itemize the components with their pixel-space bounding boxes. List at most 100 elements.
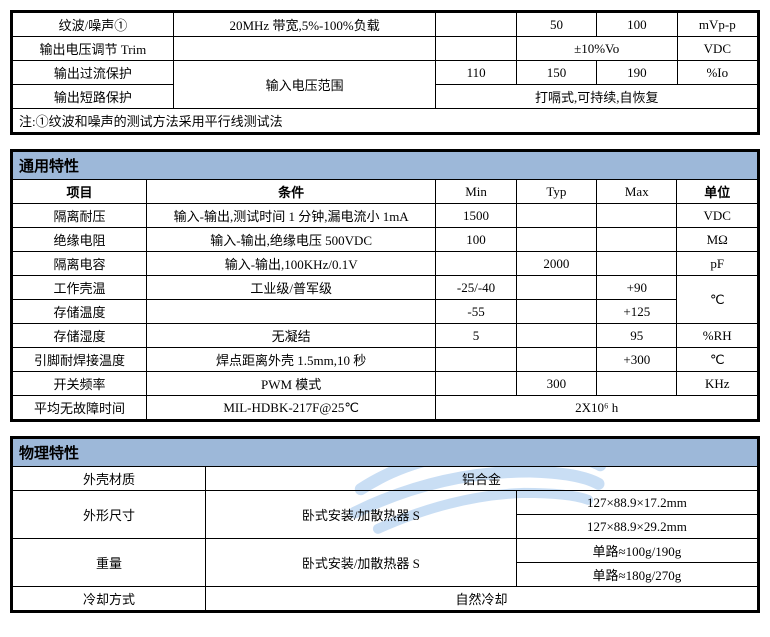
cell: KHz <box>677 372 758 396</box>
cell: 存储温度 <box>13 300 147 324</box>
col-header: 项目 <box>13 180 147 204</box>
cell: 冷却方式 <box>13 587 206 611</box>
cell: pF <box>677 252 758 276</box>
cell: 外壳材质 <box>13 467 206 491</box>
col-header: 条件 <box>146 180 435 204</box>
cell: -55 <box>436 300 516 324</box>
cell: 铝合金 <box>205 467 757 491</box>
cell: 外形尺寸 <box>13 491 206 539</box>
cell: 无凝结 <box>146 324 435 348</box>
cell: 输入-输出,绝缘电压 500VDC <box>146 228 435 252</box>
table-row: 引脚耐焊接温度 焊点距离外壳 1.5mm,10 秒 +300 ℃ <box>13 348 758 372</box>
cell <box>436 37 516 61</box>
cell: mVp-p <box>677 13 757 37</box>
cell <box>516 324 596 348</box>
cell: 自然冷却 <box>205 587 757 611</box>
cell <box>516 204 596 228</box>
table-row: 纹波/噪声① 20MHz 带宽,5%-100%负载 50 100 mVp-p <box>13 13 758 37</box>
cell <box>516 276 596 300</box>
section-header-row: 物理特性 <box>13 439 758 467</box>
cell: 单路≈180g/270g <box>516 563 757 587</box>
cell <box>516 228 596 252</box>
cell: 95 <box>597 324 677 348</box>
cell: 100 <box>597 13 677 37</box>
col-header: 单位 <box>677 180 758 204</box>
cell: +300 <box>597 348 677 372</box>
cell: 存储湿度 <box>13 324 147 348</box>
cell: 127×88.9×29.2mm <box>516 515 757 539</box>
table-row: 外壳材质 铝合金 <box>13 467 758 491</box>
cell <box>516 348 596 372</box>
cell: 输出短路保护 <box>13 85 174 109</box>
cell: -25/-40 <box>436 276 516 300</box>
cell: 20MHz 带宽,5%-100%负载 <box>173 13 436 37</box>
cell: 127×88.9×17.2mm <box>516 491 757 515</box>
cell <box>436 372 516 396</box>
table-header-row: 项目 条件 Min Typ Max 单位 <box>13 180 758 204</box>
table-row: 工作壳温 工业级/普军级 -25/-40 +90 ℃ <box>13 276 758 300</box>
cell: VDC <box>677 204 758 228</box>
cell: 输入电压范围 <box>173 61 436 109</box>
cell: 300 <box>516 372 596 396</box>
table-row: 存储湿度 无凝结 5 95 %RH <box>13 324 758 348</box>
cell <box>597 372 677 396</box>
section-header-row: 通用特性 <box>13 152 758 180</box>
cell: 引脚耐焊接温度 <box>13 348 147 372</box>
cell: 重量 <box>13 539 206 587</box>
cell: 绝缘电阻 <box>13 228 147 252</box>
cell <box>597 228 677 252</box>
cell <box>597 252 677 276</box>
cell: 焊点距离外壳 1.5mm,10 秒 <box>146 348 435 372</box>
table-row: 输出电压调节 Trim ±10%Vo VDC <box>13 37 758 61</box>
cell: 1500 <box>436 204 516 228</box>
cell: 50 <box>516 13 596 37</box>
cell: 190 <box>597 61 677 85</box>
col-header: Typ <box>516 180 596 204</box>
cell <box>173 37 436 61</box>
cell: PWM 模式 <box>146 372 435 396</box>
general-spec-table: 通用特性 项目 条件 Min Typ Max 单位 隔离耐压 输入-输出,测试时… <box>10 149 760 422</box>
cell: 开关频率 <box>13 372 147 396</box>
cell: 打嗝式,可持续,自恢复 <box>436 85 758 109</box>
cell: MIL-HDBK-217F@25℃ <box>146 396 435 420</box>
cell: MΩ <box>677 228 758 252</box>
cell: +90 <box>597 276 677 300</box>
table-row: 外形尺寸 卧式安装/加散热器 S 127×88.9×17.2mm <box>13 491 758 515</box>
note-cell: 注:①纹波和噪声的测试方法采用平行线测试法 <box>13 109 758 133</box>
cell: 150 <box>516 61 596 85</box>
table-row: 开关频率 PWM 模式 300 KHz <box>13 372 758 396</box>
cell: ±10%Vo <box>516 37 677 61</box>
cell: ℃ <box>677 276 758 324</box>
cell: 输入-输出,测试时间 1 分钟,漏电流小 1mA <box>146 204 435 228</box>
cell: 卧式安装/加散热器 S <box>205 539 516 587</box>
table-row: 重量 卧式安装/加散热器 S 单路≈100g/190g <box>13 539 758 563</box>
cell: 平均无故障时间 <box>13 396 147 420</box>
table-row: 隔离耐压 输入-输出,测试时间 1 分钟,漏电流小 1mA 1500 VDC <box>13 204 758 228</box>
table-row: 绝缘电阻 输入-输出,绝缘电压 500VDC 100 MΩ <box>13 228 758 252</box>
cell: 卧式安装/加散热器 S <box>205 491 516 539</box>
cell: VDC <box>677 37 757 61</box>
cell <box>436 348 516 372</box>
cell: 纹波/噪声① <box>13 13 174 37</box>
cell: 隔离耐压 <box>13 204 147 228</box>
cell: 输入-输出,100KHz/0.1V <box>146 252 435 276</box>
cell: 工业级/普军级 <box>146 276 435 300</box>
physical-spec-table: 物理特性 外壳材质 铝合金 外形尺寸 卧式安装/加散热器 S 127×88.9×… <box>10 436 760 613</box>
col-header: Max <box>597 180 677 204</box>
cell: 5 <box>436 324 516 348</box>
cell: %RH <box>677 324 758 348</box>
cell <box>516 300 596 324</box>
cell: 输出电压调节 Trim <box>13 37 174 61</box>
cell: 输出过流保护 <box>13 61 174 85</box>
table-row: 存储温度 -55 +125 <box>13 300 758 324</box>
table-row: 输出过流保护 输入电压范围 110 150 190 %Io <box>13 61 758 85</box>
cell <box>436 13 516 37</box>
table-row: 冷却方式 自然冷却 <box>13 587 758 611</box>
cell <box>436 252 516 276</box>
cell: +125 <box>597 300 677 324</box>
cell: 2000 <box>516 252 596 276</box>
cell <box>146 300 435 324</box>
cell: 隔离电容 <box>13 252 147 276</box>
section-header: 通用特性 <box>13 152 758 180</box>
table-note-row: 注:①纹波和噪声的测试方法采用平行线测试法 <box>13 109 758 133</box>
